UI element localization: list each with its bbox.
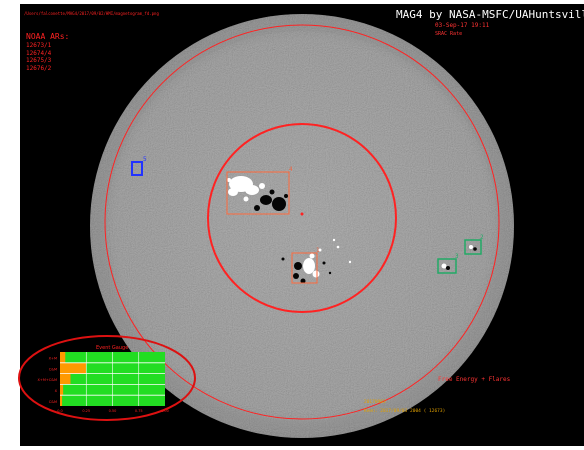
gauge-level-bar	[60, 362, 87, 374]
gauge-title: Event Gauge	[96, 345, 128, 351]
region-1-box	[291, 252, 318, 284]
gauge-level-bar	[60, 395, 63, 406]
active-region-1	[281, 238, 352, 284]
region-4-tag: 4	[289, 166, 293, 173]
gauge-row-label: C&M	[49, 400, 57, 404]
limb-band	[97, 21, 507, 431]
outer-reference-circle	[104, 24, 500, 420]
region-4-box	[226, 171, 290, 215]
noaa-region: 12674/4	[26, 49, 52, 57]
gauge-level-bar	[60, 352, 66, 363]
solar-disk-texture	[90, 14, 514, 438]
gauge-bars	[60, 352, 87, 406]
gauge-row-label: X	[55, 389, 58, 393]
gauge-tick-label: 0.0	[57, 409, 63, 413]
gauge-highlight-ellipse	[18, 335, 196, 421]
region-1-tag: 1	[316, 247, 320, 254]
footer-date: 20170903	[364, 400, 386, 405]
gauge-tick-label: 1.00	[161, 409, 169, 413]
gauge-tick-label: 0.25	[82, 409, 90, 413]
region-3-tag: 3	[455, 253, 459, 260]
noaa-region: 12673/1	[26, 42, 52, 49]
region-3-box	[437, 258, 457, 274]
active-region-5	[131, 161, 143, 176]
region-5-tag: 5	[143, 156, 147, 163]
noaa-title: NOAA ARs:	[26, 32, 70, 41]
gauge-grid	[60, 352, 165, 406]
region-2-box	[464, 239, 482, 255]
free-energy-legend: Free Energy + Flares	[438, 376, 511, 383]
gauge-row-label: C&M	[49, 367, 57, 371]
region-2-tag: 2	[480, 234, 484, 241]
noaa-region-list: 12673/1 12674/4 12675/3 12676/2	[26, 42, 51, 72]
region-5-box	[131, 161, 143, 176]
gauge-level-bar	[60, 384, 64, 396]
gauge-level-bar	[60, 373, 71, 385]
gauge-row-label: X+M	[49, 357, 57, 361]
rate-subtitle: SRAC Rate	[435, 31, 463, 37]
gauge-tick-label: 0.50	[109, 409, 117, 413]
gauge-tick-labels: 0.0 0.25 0.50 0.75 1.00	[57, 409, 169, 413]
active-region-3	[437, 258, 457, 274]
gauge-row-labels: X+M C&M X+M+C&M X C&M	[38, 357, 58, 404]
footer-info: Keen: 2017/09/03 2004 ( 12673)	[364, 409, 446, 414]
disk-center-marker	[300, 212, 304, 216]
region-4-negative-polarity	[254, 189, 288, 211]
gauge-tick-label: 0.75	[135, 409, 143, 413]
region-4-positive-polarity	[227, 176, 265, 202]
app-title: MAG4 by NASA-MSFC/UAHuntsville	[396, 8, 584, 21]
observation-date: 03-Sep-17 19:11	[435, 22, 490, 29]
gauge-row-label: X+M+C&M	[38, 378, 57, 382]
event-gauge: X+M C&M X+M+C&M X C&M 0.0 0.25 0.50 0.75 1.00 Ev…	[38, 345, 169, 413]
noaa-region: 12676/2	[26, 64, 52, 72]
region-1-negative-polarity	[281, 257, 332, 284]
active-region-2	[464, 239, 482, 255]
noaa-region: 12675/3	[26, 57, 52, 64]
region-1-positive-polarity	[303, 238, 352, 278]
active-region-4	[226, 171, 290, 215]
file-path: /Users/falconette/MAG4/2017/09/02/HMI/ma…	[24, 11, 159, 16]
inner-reference-circle	[207, 123, 397, 313]
